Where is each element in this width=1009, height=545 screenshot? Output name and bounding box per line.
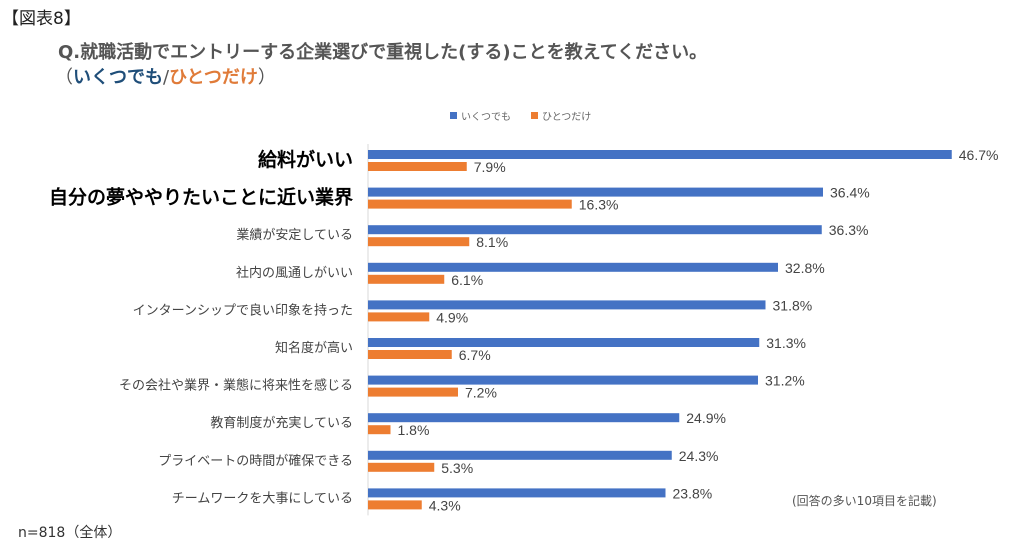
legend-swatch-series1 — [450, 112, 457, 119]
legend-label-series1: いくつでも — [461, 112, 511, 123]
data-label-series2: 7.2% — [465, 385, 497, 401]
bar-series2 — [368, 387, 458, 397]
category-label: 社内の風通しがいい — [236, 265, 353, 281]
legend-item-series2: ひとつだけ — [531, 108, 591, 123]
data-label-series1: 24.3% — [679, 448, 719, 464]
category-label: 自分の夢ややりたいことに近い業界 — [49, 186, 353, 209]
chart-title: Q.就職活動でエントリーする企業選びで重視した(する)ことを教えてください。 — [58, 42, 708, 63]
data-label-series2: 8.1% — [476, 234, 508, 250]
data-label-series1: 31.2% — [765, 373, 805, 389]
bar-series2 — [368, 350, 452, 359]
data-label-series1: 46.7% — [959, 147, 999, 163]
bar-series2 — [368, 500, 422, 510]
legend-item-series1: いくつでも — [450, 108, 511, 123]
category-label: 教育制度が充実している — [210, 415, 353, 431]
bar-series2 — [368, 274, 445, 284]
category-label: その会社や業界・業態に将来性を感じる — [119, 378, 353, 394]
data-label-series2: 6.1% — [451, 272, 483, 288]
category-label: プライベートの時間が確保できる — [158, 453, 353, 469]
bar-series1 — [368, 375, 758, 385]
data-label-series2: 5.3% — [441, 460, 473, 476]
bar-series1 — [368, 262, 778, 272]
data-label-series1: 24.9% — [686, 410, 726, 426]
subtitle-open-paren: （ — [55, 67, 73, 88]
bar-series1 — [368, 187, 823, 197]
category-label: 業績が安定している — [236, 227, 353, 243]
subtitle-separator: / — [163, 67, 170, 88]
data-label-series2: 16.3% — [579, 197, 619, 213]
subtitle-series2: ひとつだけ — [169, 67, 258, 88]
data-label-series2: 4.9% — [436, 309, 468, 325]
data-label-series1: 36.4% — [830, 185, 870, 201]
data-label-series1: 32.8% — [785, 260, 825, 276]
figure-label: 【図表8】 — [2, 9, 81, 29]
subtitle-close-paren: ） — [257, 67, 276, 88]
bar-series1 — [368, 413, 680, 423]
category-label: チームワークを大事にしている — [172, 491, 353, 506]
chart-subtitle: （いくつでも/ひとつだけ） — [55, 63, 276, 89]
chart-note: (回答の多い10項目を記載) — [792, 494, 937, 508]
chart-legend: いくつでも ひとつだけ — [450, 108, 591, 123]
bar-series1 — [368, 150, 952, 159]
bar-series1 — [368, 488, 666, 498]
bar-series2 — [368, 425, 391, 435]
data-label-series1: 36.3% — [829, 222, 869, 238]
legend-label-series2: ひとつだけ — [542, 112, 592, 123]
category-label: 知名度が高い — [275, 340, 353, 356]
data-label-series2: 1.8% — [398, 422, 430, 438]
category-label: インターンシップで良い印象を持った — [133, 302, 353, 318]
bar-series2 — [368, 199, 572, 209]
bar-series2 — [368, 462, 435, 472]
data-label-series2: 6.7% — [459, 347, 491, 363]
data-label-series1: 23.8% — [673, 485, 713, 501]
bar-series1 — [368, 450, 672, 460]
data-label-series2: 4.3% — [429, 497, 461, 513]
data-label-series1: 31.8% — [773, 297, 813, 313]
bar-series2 — [368, 162, 467, 171]
category-label: 給料がいい — [258, 148, 353, 171]
sample-size-label: n=818（全体） — [18, 525, 122, 541]
data-label-series2: 7.9% — [474, 159, 506, 175]
data-label-series1: 31.3% — [766, 335, 806, 351]
bar-series1 — [368, 300, 766, 310]
bar-series2 — [368, 237, 470, 247]
legend-swatch-series2 — [531, 112, 538, 119]
bar-series1 — [368, 338, 760, 347]
subtitle-series1: いくつでも — [73, 67, 163, 88]
bar-series2 — [368, 312, 430, 322]
bar-series1 — [368, 225, 822, 235]
